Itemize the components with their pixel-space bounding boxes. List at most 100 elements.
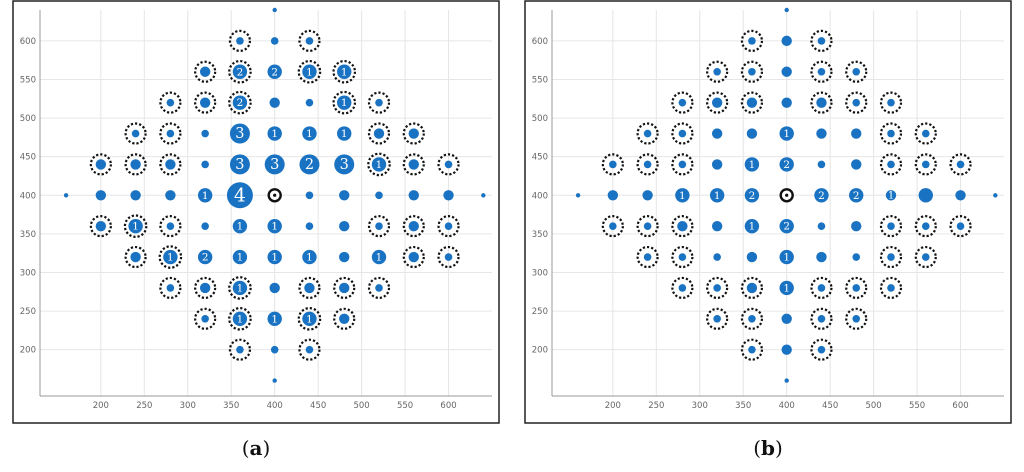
data-label: 1 <box>271 313 278 325</box>
x-tick-label: 200 <box>605 401 621 411</box>
y-tick-label: 300 <box>532 268 548 278</box>
data-point <box>711 128 723 139</box>
defect-ring <box>124 245 147 269</box>
data-label: 1 <box>237 221 244 233</box>
data-label: 4 <box>234 185 246 206</box>
data-point <box>334 154 355 175</box>
data-point <box>678 98 687 107</box>
defect-ring <box>706 60 729 83</box>
y-tick-label: 200 <box>20 346 36 356</box>
panel-b: 200 250 300 350 400 450 500 550 600 200 250 300 350 4… <box>524 0 1012 460</box>
y-tick-label: 350 <box>532 230 548 240</box>
data-label: 2 <box>783 159 790 171</box>
defect-ring <box>228 29 252 52</box>
data-point <box>887 160 895 169</box>
data-point <box>921 160 930 169</box>
y-tick-label: 300 <box>20 268 36 278</box>
caption-open-b: ( <box>753 436 761 460</box>
data-point <box>305 222 314 230</box>
defect-ring <box>879 91 903 114</box>
data-point <box>851 159 862 170</box>
data-point <box>408 251 419 263</box>
chart-frame <box>524 0 1012 424</box>
data-point <box>232 249 248 265</box>
data-point <box>199 97 211 108</box>
data-point <box>678 129 687 138</box>
data-point <box>744 218 760 234</box>
defect-ring <box>671 122 694 145</box>
data-label: 3 <box>235 157 244 173</box>
defect-ring <box>740 60 764 83</box>
defect-ring <box>879 153 903 176</box>
x-tick-label: 400 <box>267 401 283 411</box>
data-point <box>131 129 140 138</box>
data-point <box>817 315 826 323</box>
y-tick-label: 350 <box>20 230 36 240</box>
defect-ring <box>810 338 833 361</box>
data-label: 1 <box>783 128 790 140</box>
caption-letter-a: a <box>249 436 263 460</box>
data-point <box>609 160 617 169</box>
data-point <box>163 249 178 265</box>
data-label: 2 <box>237 66 244 78</box>
defect-ring <box>601 153 624 176</box>
data-label: 1 <box>783 282 790 294</box>
x-tick-label: 550 <box>909 401 925 411</box>
defect-ring <box>194 276 217 300</box>
data-point <box>269 97 280 108</box>
defect-ring <box>402 245 425 269</box>
data-point <box>779 126 794 141</box>
data-point <box>851 220 862 232</box>
y-tick-label: 600 <box>532 37 548 47</box>
data-label: 1 <box>888 190 894 201</box>
data-point <box>166 98 175 107</box>
data-point <box>375 98 383 107</box>
data-point <box>375 284 383 292</box>
y-tick-label: 600 <box>20 37 36 47</box>
data-point <box>678 253 687 261</box>
data-point <box>779 280 794 296</box>
data-point <box>781 66 792 77</box>
data-point <box>272 7 277 13</box>
x-tick-label: 350 <box>735 401 751 411</box>
data-label: 1 <box>167 252 174 264</box>
defect-ring <box>297 59 322 84</box>
defect-ring <box>740 29 764 52</box>
defect-ring <box>123 214 148 238</box>
data-point <box>852 315 861 323</box>
data-point <box>305 345 314 354</box>
data-label: 2 <box>305 157 314 173</box>
defect-ring <box>124 153 147 176</box>
data-point <box>711 97 723 108</box>
y-tick-label: 450 <box>20 153 36 163</box>
data-point <box>678 160 687 169</box>
data-point <box>270 345 279 354</box>
defect-ring <box>810 29 833 52</box>
data-point <box>709 188 725 203</box>
data-point <box>408 220 419 232</box>
data-point <box>232 280 248 296</box>
data-point <box>643 253 652 261</box>
data-point <box>339 313 350 324</box>
defect-ring <box>845 91 868 114</box>
defect-ring <box>194 60 217 83</box>
defect-ring <box>367 276 391 300</box>
defect-ring <box>810 307 833 330</box>
data-label: 1 <box>271 252 278 264</box>
data-point <box>201 222 209 230</box>
y-tick-label: 500 <box>20 114 36 124</box>
data-point <box>201 160 209 169</box>
data-label: 2 <box>237 97 244 109</box>
defect-ring <box>879 215 903 238</box>
data-point <box>95 190 107 201</box>
data-point <box>817 37 826 45</box>
defect-ring <box>914 153 937 176</box>
defect-ring <box>671 245 694 269</box>
defect-ring <box>367 122 391 145</box>
defect-ring <box>810 60 833 83</box>
x-tick-label: 500 <box>353 401 369 411</box>
data-label: 1 <box>202 190 209 202</box>
data-point <box>817 345 826 354</box>
defect-ring <box>194 91 217 114</box>
data-point <box>302 64 317 79</box>
